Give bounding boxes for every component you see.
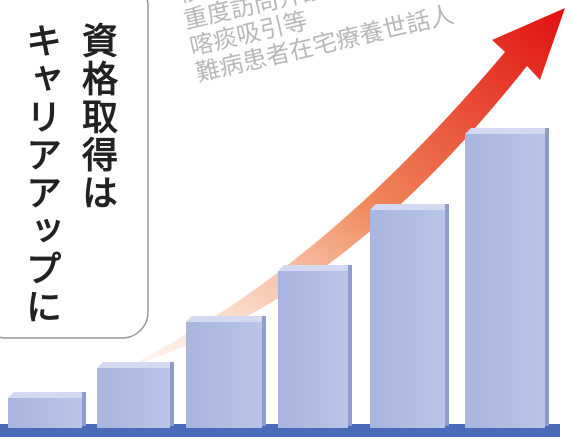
- bar: [186, 316, 266, 428]
- bar: [8, 392, 86, 428]
- headline-line2: キャリアアップに: [20, 22, 61, 326]
- bar: [97, 362, 174, 428]
- bars: [0, 128, 560, 437]
- headline-line1: 資格取得は: [76, 22, 117, 212]
- bar: [278, 265, 352, 428]
- growth-arrow: [125, 8, 565, 368]
- headline-box: [0, 0, 149, 339]
- bar: [465, 128, 549, 428]
- bar: [370, 204, 449, 428]
